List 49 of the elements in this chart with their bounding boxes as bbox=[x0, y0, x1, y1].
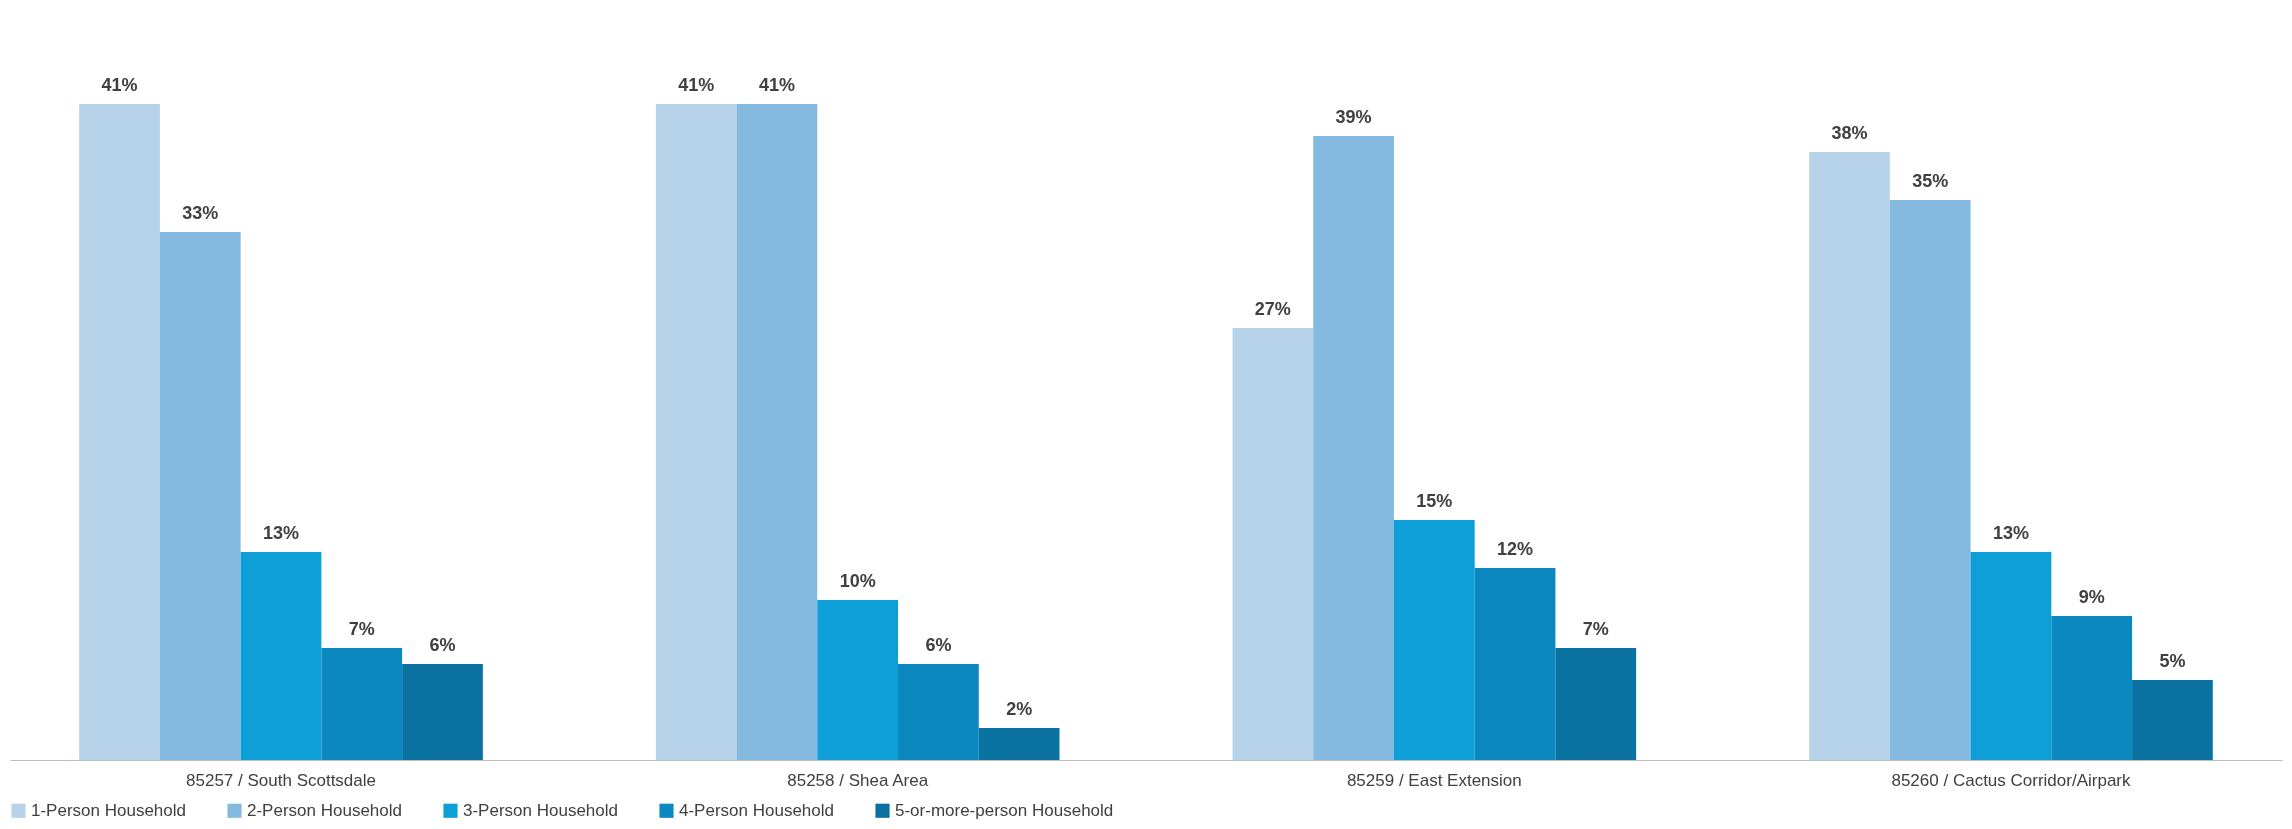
bar bbox=[1474, 568, 1556, 760]
bar bbox=[1232, 328, 1314, 760]
bar bbox=[2051, 616, 2133, 760]
legend-label: 2-Person Household bbox=[247, 800, 402, 820]
data-label: 27% bbox=[1254, 299, 1291, 319]
x-tick-label: 85259 / East Extension bbox=[1346, 770, 1522, 790]
data-label: 15% bbox=[1416, 491, 1453, 511]
bar bbox=[1393, 520, 1475, 760]
bar bbox=[655, 104, 737, 760]
bar bbox=[159, 232, 241, 760]
data-label: 41% bbox=[678, 75, 715, 95]
data-label: 6% bbox=[429, 635, 456, 655]
data-label: 13% bbox=[263, 523, 300, 543]
bar bbox=[2132, 680, 2213, 760]
data-label: 39% bbox=[1335, 107, 1372, 127]
data-label: 7% bbox=[348, 619, 375, 639]
data-label: 12% bbox=[1497, 539, 1534, 559]
bar bbox=[79, 104, 160, 760]
data-label: 38% bbox=[1831, 123, 1868, 143]
data-label: 5% bbox=[2159, 651, 2186, 671]
data-label: 7% bbox=[1582, 619, 1609, 639]
bar bbox=[1313, 136, 1394, 760]
bar bbox=[1970, 552, 2052, 760]
legend-label: 5-or-more-person Household bbox=[895, 800, 1114, 820]
bar bbox=[898, 664, 979, 760]
legend-label: 4-Person Household bbox=[679, 800, 834, 820]
data-label: 6% bbox=[925, 635, 952, 655]
data-label: 41% bbox=[101, 75, 138, 95]
x-tick-label: 85260 / Cactus Corridor/Airpark bbox=[1891, 770, 2131, 790]
legend-label: 1-Person Household bbox=[31, 800, 186, 820]
x-tick-label: 85257 / South Scottsdale bbox=[186, 770, 377, 790]
data-label: 41% bbox=[758, 75, 795, 95]
x-tick-label: 85258 / Shea Area bbox=[787, 770, 929, 790]
bar bbox=[240, 552, 322, 760]
bar bbox=[1809, 152, 1890, 760]
bar bbox=[321, 648, 403, 760]
bar bbox=[817, 600, 899, 760]
bar bbox=[1889, 200, 1971, 760]
data-label: 2% bbox=[1006, 699, 1033, 719]
bar bbox=[1555, 648, 1637, 760]
data-label: 33% bbox=[182, 203, 219, 223]
data-label: 9% bbox=[2078, 587, 2105, 607]
data-label: 10% bbox=[839, 571, 876, 591]
bar bbox=[402, 664, 483, 760]
bar bbox=[736, 104, 818, 760]
legend-label: 3-Person Household bbox=[463, 800, 618, 820]
bar bbox=[978, 728, 1060, 760]
data-label: 35% bbox=[1912, 171, 1949, 191]
data-label: 13% bbox=[1992, 523, 2029, 543]
